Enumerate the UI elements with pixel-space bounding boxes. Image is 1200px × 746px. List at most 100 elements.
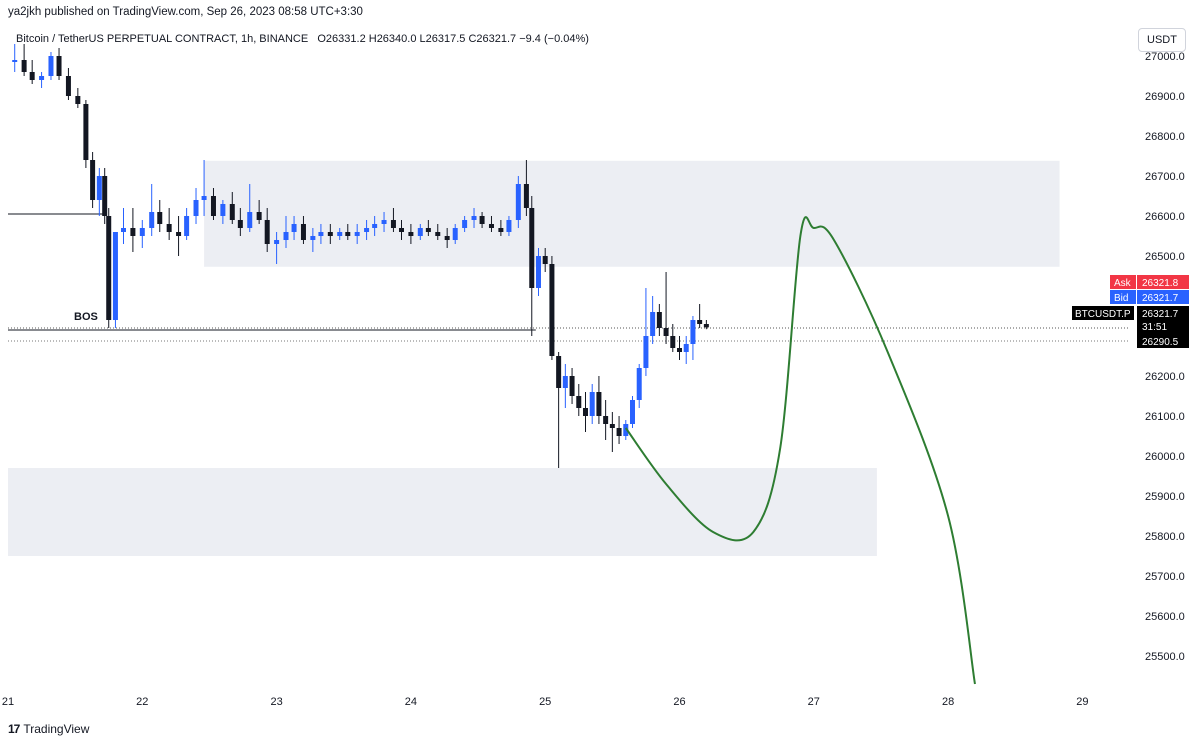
x-tick-label: 26: [673, 696, 685, 708]
x-axis[interactable]: 21 22 23 24 25 26 27 28 29: [2, 696, 1089, 708]
ask-label-text: Ask: [1114, 278, 1132, 289]
tradingview-logo-icon: 17: [8, 722, 20, 736]
symbol-name[interactable]: Bitcoin / TetherUS PERPETUAL CONTRACT, 1…: [16, 33, 309, 45]
candle-body: [479, 216, 485, 224]
candle-body: [21, 60, 27, 72]
candle-body: [264, 220, 270, 244]
candle-body: [184, 216, 190, 236]
candle-body: [12, 60, 18, 62]
candle-body: [523, 184, 529, 208]
y-tick-label: 27000.0: [1145, 51, 1185, 63]
last-price-value: 26321.7: [1142, 309, 1179, 320]
publisher-line: ya2jkh published on TradingView.com, Sep…: [8, 6, 363, 18]
candle-body: [372, 224, 378, 228]
candles-layer: [12, 44, 709, 468]
x-tick-label: 21: [2, 696, 14, 708]
candle-body: [535, 256, 541, 288]
candle-body: [318, 232, 324, 236]
candle-body: [274, 240, 280, 244]
ohlc-values: O26331.2 H26340.0 L26317.5 C26321.7 −9.4…: [317, 33, 589, 45]
y-tick-label: 26800.0: [1145, 131, 1185, 143]
y-tick-label: 26100.0: [1145, 411, 1185, 423]
candle-body: [96, 176, 102, 200]
bid-label-text: Bid: [1114, 293, 1128, 304]
candle-body: [90, 160, 96, 200]
candle-body: [452, 228, 458, 240]
candle-body: [623, 424, 629, 436]
candle-body: [176, 232, 182, 236]
candle-body: [327, 232, 333, 236]
candle-body: [364, 228, 370, 232]
candle-body: [488, 224, 494, 228]
candle-body: [149, 212, 155, 228]
candle-body: [549, 264, 555, 356]
candle-body: [417, 228, 423, 236]
annotation-lines: [8, 213, 1130, 342]
candle-body: [166, 224, 172, 232]
candle-body: [589, 392, 595, 416]
candle-body: [56, 56, 62, 76]
candle-body: [193, 200, 199, 216]
candle-body: [556, 356, 562, 388]
candle-body: [310, 236, 316, 240]
candle-body: [112, 232, 118, 320]
candle-body: [102, 176, 108, 216]
candle-body: [609, 424, 615, 428]
candle-body: [337, 232, 343, 236]
ask-tag: [1137, 275, 1189, 289]
candle-body: [48, 56, 54, 76]
level-tag: [1137, 334, 1189, 348]
bos-label: BOS: [74, 311, 98, 323]
candle-body: [703, 324, 709, 328]
y-tick-label: 26000.0: [1145, 451, 1185, 463]
y-tick-label: 26200.0: [1145, 371, 1185, 383]
bid-label-bg: [1110, 290, 1136, 304]
candle-body: [201, 196, 207, 200]
candle-body: [425, 228, 431, 232]
candle-body: [636, 368, 642, 400]
x-tick-label: 23: [270, 696, 282, 708]
candle-body: [300, 224, 306, 240]
candle-body: [130, 228, 136, 236]
y-tick-label: 26900.0: [1145, 91, 1185, 103]
demand-zone: [8, 468, 877, 556]
bid-tag: [1137, 290, 1189, 304]
currency-button[interactable]: USDT: [1138, 28, 1186, 52]
candle-body: [83, 104, 89, 160]
y-tick-label: 25800.0: [1145, 531, 1185, 543]
y-tick-label: 25600.0: [1145, 611, 1185, 623]
candle-body: [444, 236, 450, 240]
y-tick-label: 26600.0: [1145, 211, 1185, 223]
candle-body: [247, 212, 253, 228]
candle-body: [462, 220, 468, 228]
candle-body: [106, 216, 112, 320]
candle-body: [656, 312, 662, 328]
candle-body: [398, 228, 404, 232]
candle-body: [345, 232, 351, 236]
candle-body: [616, 428, 622, 436]
candle-body: [354, 232, 360, 236]
candle-body: [237, 220, 243, 228]
candle-body: [582, 408, 588, 416]
candle-body: [506, 220, 512, 232]
y-tick-label: 25700.0: [1145, 571, 1185, 583]
x-tick-label: 25: [539, 696, 551, 708]
x-tick-label: 27: [808, 696, 820, 708]
y-axis[interactable]: 27000.0 26900.0 26800.0 26700.0 26600.0 26500…: [1145, 51, 1185, 663]
y-tick-label: 26700.0: [1145, 171, 1185, 183]
level-value: 26290.5: [1142, 337, 1179, 348]
candle-body: [65, 76, 71, 96]
y-tick-label: 25900.0: [1145, 491, 1185, 503]
candle-body: [515, 184, 521, 220]
candle-body: [569, 376, 575, 396]
candle-body: [381, 220, 387, 224]
candle-body: [663, 328, 669, 336]
supply-zone: [204, 160, 1060, 267]
projection-curve: [624, 216, 976, 685]
candle-body: [29, 72, 35, 80]
candle-body: [596, 392, 602, 416]
candle-body: [210, 196, 216, 216]
price-tags: Ask Ask 26321.8 Bid 26321.7 BTCUSDT.P 26…: [1072, 275, 1189, 348]
candle-body: [408, 232, 414, 236]
